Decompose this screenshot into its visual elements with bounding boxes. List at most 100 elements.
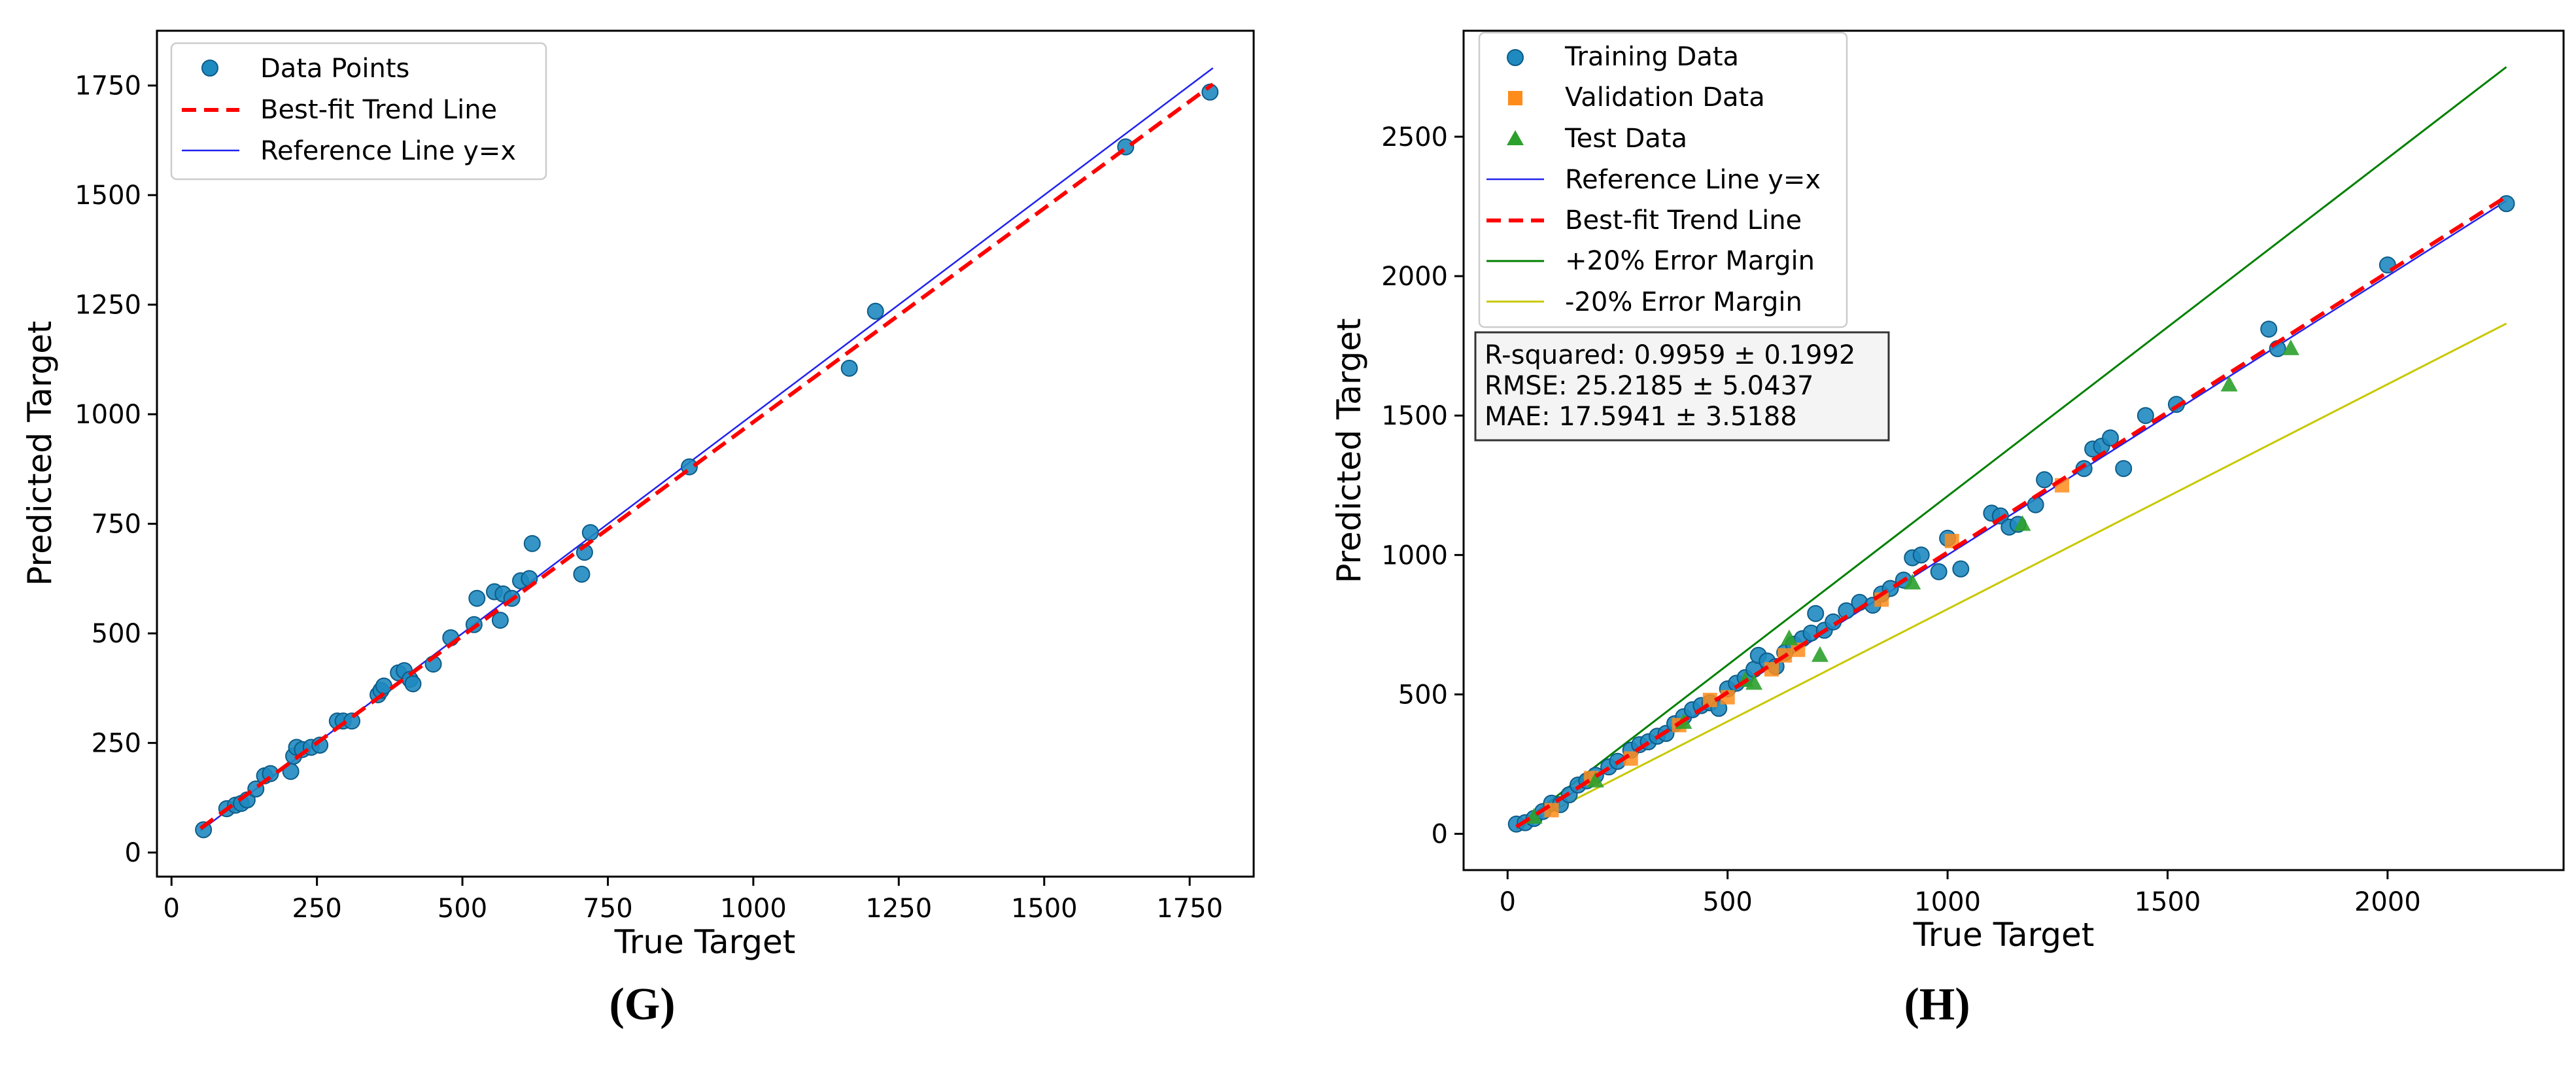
chart-g-x-tick-label: 500 xyxy=(438,894,487,924)
chart-h-x-tick-label: 0 xyxy=(1500,887,1516,917)
data-point xyxy=(573,565,591,583)
chart-g-x-tick-label: 250 xyxy=(292,894,341,924)
chart-h-plot-frame xyxy=(1462,29,2565,871)
legend-marker-training-data xyxy=(1507,49,1524,66)
chart-h: 0 500 1000 1500 2000 0 500 1000 1500 2000 2500 Tru… xyxy=(1330,29,2565,954)
chart-g-reference-line xyxy=(199,67,1214,831)
legend-label-data-points: Data Points xyxy=(260,54,409,84)
training-data-point xyxy=(2036,471,2053,489)
data-point xyxy=(404,675,422,693)
legend-label-test-data: Test Data xyxy=(1564,124,1687,154)
chart-g-data-points xyxy=(195,83,1219,839)
legend-marker-validation-data xyxy=(1508,91,1522,105)
legend-label-validation-data: Validation Data xyxy=(1565,82,1765,113)
validation-data-point xyxy=(1764,662,1779,677)
test-data-point xyxy=(1904,573,1921,589)
chart-h-y-tick-label: 2000 xyxy=(1381,262,1448,292)
training-data-point xyxy=(1807,604,1825,622)
chart-h-stats-box: R-squared: 0.9959 ± 0.1992 RMSE: 25.2185… xyxy=(1474,331,1890,442)
chart-h-y-tick-label: 500 xyxy=(1398,680,1448,710)
chart-g-ticks: 0 250 500 750 1000 1250 1500 1750 0 250 500 750 1000… xyxy=(75,71,1223,924)
legend-label-plus20-line: +20% Error Margin xyxy=(1565,246,1815,276)
test-data-point xyxy=(1745,674,1763,690)
caption-h: (H) xyxy=(1904,979,1970,1030)
chart-g-y-tick-label: 0 xyxy=(125,838,141,868)
stats-mae: MAE: 17.5941 ± 3.5188 xyxy=(1485,402,1797,432)
caption-g: (G) xyxy=(609,979,675,1030)
chart-h-x-tick-label: 1000 xyxy=(1914,887,1981,917)
training-data-point xyxy=(2115,460,2133,478)
chart-g-x-axis-label: True Target xyxy=(614,923,796,961)
chart-h-ticks: 0 500 1000 1500 2000 0 500 1000 1500 2000 2500 xyxy=(1381,122,2421,917)
data-point xyxy=(468,589,486,607)
validation-data-point xyxy=(1944,534,1959,549)
data-point xyxy=(867,302,884,320)
chart-g-y-tick-label: 500 xyxy=(92,619,141,649)
training-data-point xyxy=(1952,560,1970,578)
stats-box-frame xyxy=(1474,331,1890,442)
legend-label-minus20-line: -20% Error Margin xyxy=(1565,287,1802,317)
chart-h-y-tick-label: 1000 xyxy=(1381,540,1448,570)
legend-label-reference-line: Reference Line y=x xyxy=(260,136,516,166)
data-point xyxy=(840,359,858,377)
test-data-point xyxy=(1811,646,1829,662)
chart-h-y-axis-label: Predicted Target xyxy=(1330,318,1368,583)
chart-g-y-tick-label: 1500 xyxy=(75,181,141,211)
chart-g-x-tick-label: 750 xyxy=(583,894,632,924)
legend-marker-test-data xyxy=(1507,130,1524,145)
chart-g-y-tick-label: 1750 xyxy=(75,71,141,101)
training-data-point xyxy=(2027,496,2044,514)
chart-g-y-axis-label: Predicted Target xyxy=(21,321,59,586)
chart-h-x-axis-label: True Target xyxy=(1913,916,2095,954)
chart-g-y-tick-label: 1250 xyxy=(75,290,141,321)
data-point xyxy=(491,612,509,629)
chart-h-y-tick-label: 2500 xyxy=(1381,122,1448,152)
test-data-point xyxy=(2282,339,2299,355)
data-point xyxy=(375,677,392,695)
validation-data-point xyxy=(1544,803,1559,818)
validation-data-point xyxy=(1702,692,1717,707)
chart-g-x-tick-label: 1500 xyxy=(1011,894,1078,924)
legend-marker-data-points xyxy=(201,60,218,77)
chart-h-legend: Training Data Validation Data Test Data … xyxy=(1478,31,1848,328)
chart-g-y-tick-label: 750 xyxy=(92,510,141,540)
chart-g-legend: Data Points Best-fit Trend Line Referenc… xyxy=(170,42,547,181)
data-point xyxy=(581,524,599,542)
test-data-point xyxy=(2220,376,2238,392)
chart-g-x-tick-label: 1250 xyxy=(865,894,932,924)
chart-h-x-tick-label: 2000 xyxy=(2354,887,2421,917)
training-data-point xyxy=(2137,407,2154,425)
training-data-point xyxy=(2260,321,2278,338)
data-point xyxy=(523,534,541,552)
chart-h-y-tick-label: 1500 xyxy=(1381,401,1448,431)
chart-h-x-tick-label: 1500 xyxy=(2135,887,2201,917)
chart-g-x-tick-label: 1750 xyxy=(1156,894,1223,924)
chart-g: 0 250 500 750 1000 1250 1500 1750 0 250 500 750 1000… xyxy=(21,29,1255,961)
chart-g-y-tick-label: 250 xyxy=(92,729,141,759)
test-data-point xyxy=(1587,771,1604,788)
chart-g-plot-frame xyxy=(156,29,1255,878)
training-data-point xyxy=(1930,563,1948,580)
legend-label-reference-line: Reference Line y=x xyxy=(1565,165,1821,195)
legend-label-training-data: Training Data xyxy=(1564,42,1739,72)
training-data-point xyxy=(2102,429,2120,447)
stats-rmse: RMSE: 25.2185 ± 5.0437 xyxy=(1485,371,1813,401)
stats-r-squared: R-squared: 0.9959 ± 0.1992 xyxy=(1485,340,1855,370)
chart-g-legend-box xyxy=(170,42,547,181)
chart-g-x-tick-label: 1000 xyxy=(720,894,787,924)
test-data-point xyxy=(1780,629,1798,646)
training-data-point xyxy=(1912,546,1930,564)
chart-h-plus20-error-line xyxy=(1515,66,2507,828)
chart-g-x-tick-label: 0 xyxy=(163,894,180,924)
legend-label-trend-line: Best-fit Trend Line xyxy=(260,95,497,125)
chart-h-trend-line xyxy=(1515,195,2508,829)
chart-h-y-tick-label: 0 xyxy=(1432,820,1448,850)
legend-label-trend-line: Best-fit Trend Line xyxy=(1565,205,1802,236)
chart-g-y-tick-label: 1000 xyxy=(75,400,141,430)
chart-h-x-tick-label: 500 xyxy=(1703,887,1753,917)
chart-g-trend-line xyxy=(199,82,1214,830)
test-data-point xyxy=(2014,515,2031,531)
chart-h-legend-box xyxy=(1478,31,1848,328)
chart-h-minus20-error-line xyxy=(1516,323,2507,831)
